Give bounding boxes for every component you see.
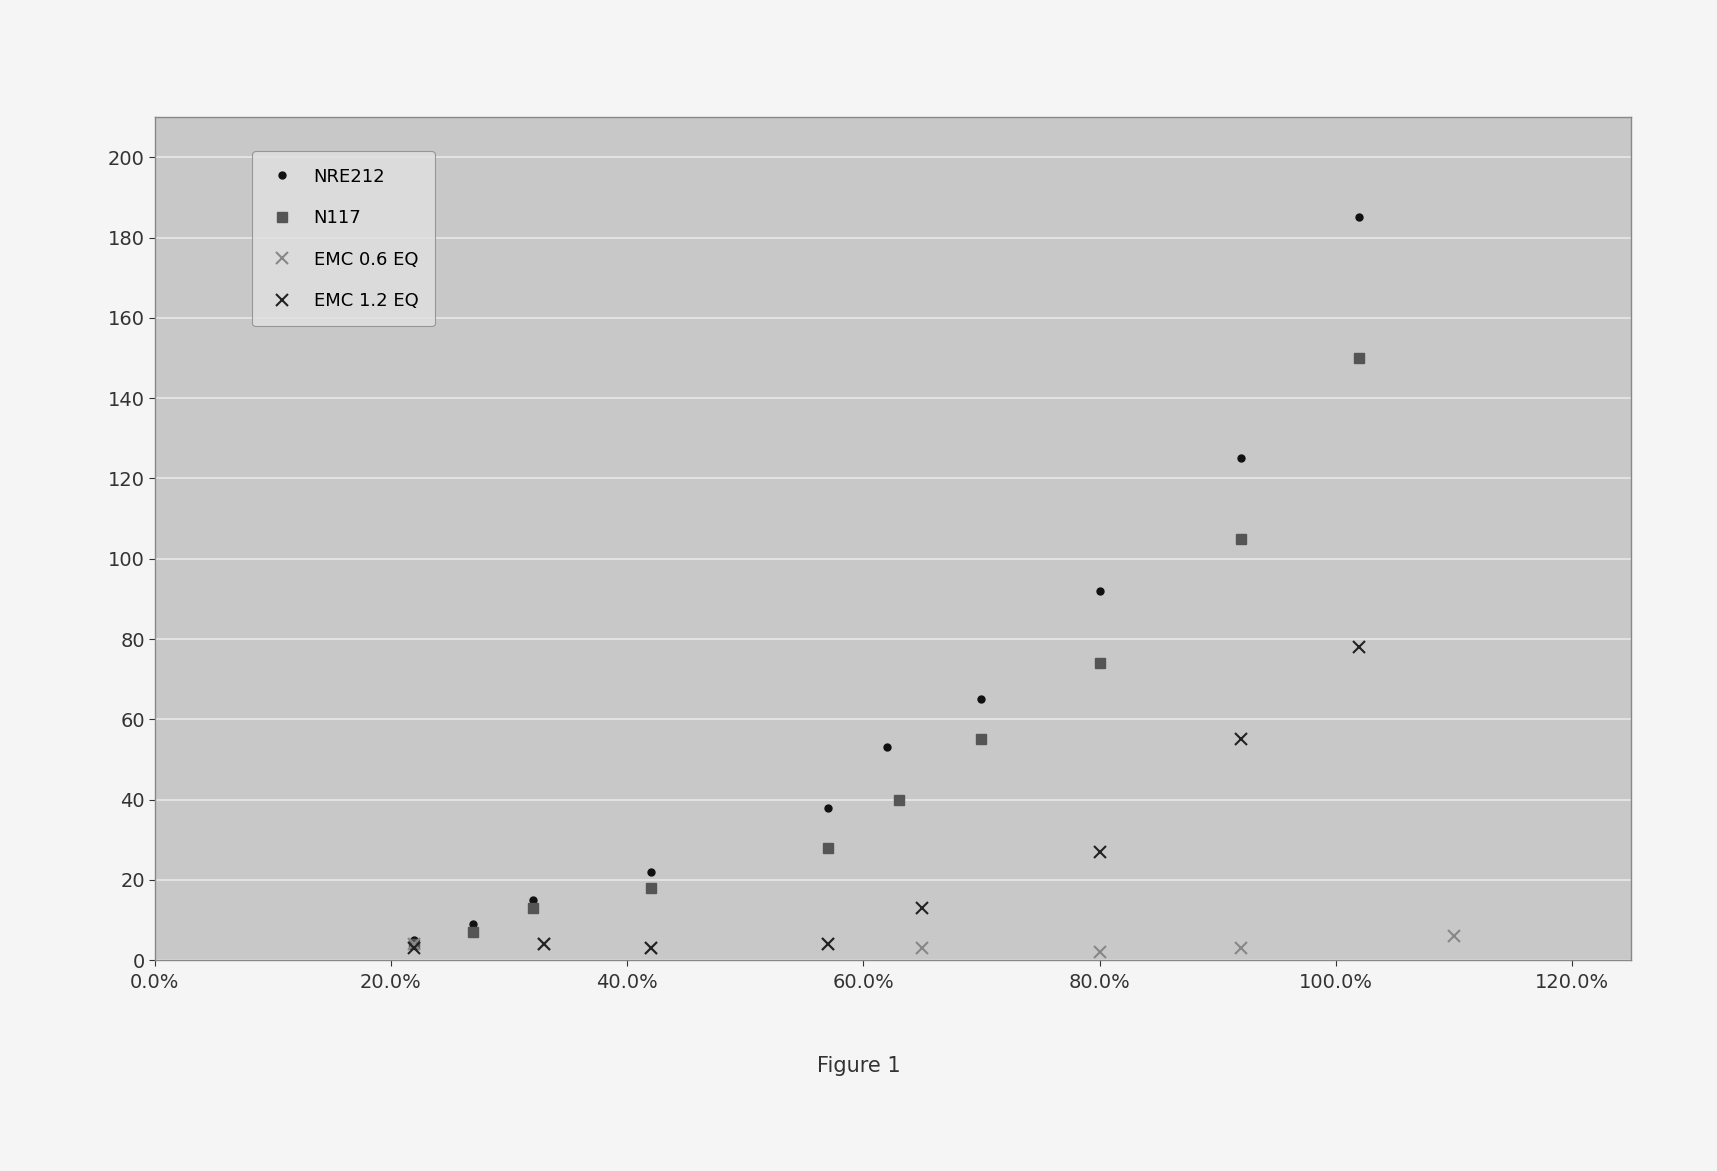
NRE212 [403,933,424,947]
N117 [1231,532,1252,546]
EMC 1.2 EQ [817,937,838,951]
N117 [888,793,908,807]
EMC 1.2 EQ [1231,732,1252,746]
N117 [522,900,543,915]
N117 [403,937,424,951]
NRE212 [1089,584,1109,598]
NRE212 [1231,451,1252,465]
Line: EMC 1.2 EQ: EMC 1.2 EQ [409,641,1365,954]
NRE212 [522,893,543,908]
NRE212 [464,917,484,931]
EMC 0.6 EQ [403,937,424,951]
Text: Figure 1: Figure 1 [817,1055,900,1076]
Line: N117: N117 [410,354,1365,949]
NRE212 [877,740,898,754]
N117 [817,841,838,855]
N117 [1350,351,1370,365]
EMC 0.6 EQ [912,941,932,956]
Legend: NRE212, N117, EMC 0.6 EQ, EMC 1.2 EQ: NRE212, N117, EMC 0.6 EQ, EMC 1.2 EQ [252,151,434,327]
EMC 0.6 EQ [1444,929,1465,943]
EMC 1.2 EQ [1089,844,1109,858]
N117 [464,925,484,939]
EMC 1.2 EQ [912,900,932,915]
N117 [1089,656,1109,670]
EMC 1.2 EQ [1350,641,1370,655]
N117 [640,881,661,895]
EMC 0.6 EQ [640,941,661,956]
NRE212 [972,692,992,706]
EMC 1.2 EQ [403,941,424,956]
EMC 0.6 EQ [1089,945,1109,959]
EMC 1.2 EQ [640,941,661,956]
Line: NRE212: NRE212 [407,211,1367,947]
EMC 0.6 EQ [817,937,838,951]
NRE212 [1350,211,1370,225]
Line: EMC 0.6 EQ: EMC 0.6 EQ [409,930,1459,958]
NRE212 [817,801,838,815]
N117 [972,732,992,746]
EMC 1.2 EQ [534,937,555,951]
EMC 0.6 EQ [1231,941,1252,956]
EMC 0.6 EQ [534,937,555,951]
NRE212 [640,865,661,879]
